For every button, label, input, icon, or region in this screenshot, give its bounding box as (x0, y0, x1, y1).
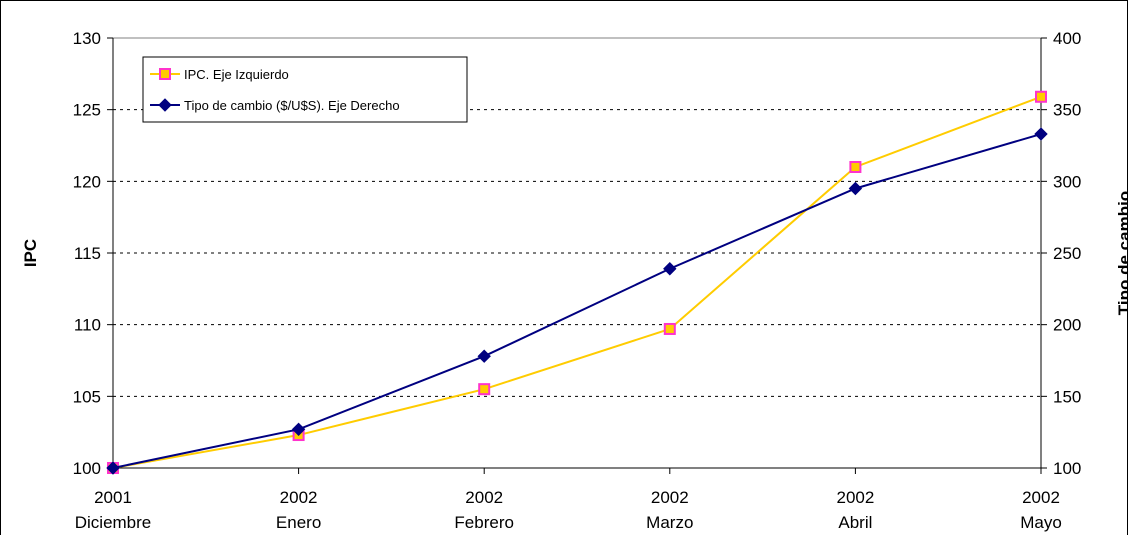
left-tick-label: 100 (73, 459, 101, 478)
right-tick-label: 250 (1053, 244, 1081, 263)
category-year-label: 2002 (651, 488, 689, 507)
series-line-2 (112, 133, 1042, 469)
category-month-label: Mayo (1020, 513, 1062, 532)
series-point-square (1035, 90, 1047, 103)
series-point-square (478, 383, 491, 396)
category-month-label: Diciembre (75, 513, 152, 532)
right-tick-label: 400 (1053, 29, 1081, 48)
category-month-label: Abril (838, 513, 872, 532)
left-tick-label: 130 (73, 29, 101, 48)
series-point-diamond (291, 422, 306, 437)
left-tick-label: 125 (73, 101, 101, 120)
series-point-square (849, 161, 862, 173)
category-month-label: Marzo (646, 513, 693, 532)
category-year-label: 2002 (280, 488, 318, 507)
series-point-diamond (663, 262, 677, 276)
left-axis-title: IPC (21, 239, 40, 267)
category-year-label: 2002 (465, 488, 503, 507)
legend-swatch-marker (159, 68, 171, 80)
series-point-diamond (106, 461, 120, 475)
category-year-label: 2002 (836, 488, 874, 507)
left-axis-ticks: 100 105 110 115 120 125 130 (73, 29, 113, 478)
legend-swatch-marker (158, 98, 172, 112)
series-point-diamond (1034, 127, 1048, 141)
category-labels: 2001 Diciembre 2002 Enero 2002 Febrero 2002 Mar… (75, 488, 1062, 532)
legend-box (142, 56, 468, 123)
legend: IPC. Eje Izquierdo Tipo de cambio ($/U$S)… (142, 56, 468, 123)
series-point-diamond (477, 349, 491, 363)
right-axis-ticks: 100 150 200 250 300 350 400 (1041, 29, 1081, 478)
category-month-label: Febrero (454, 513, 514, 532)
legend-label: IPC. Eje Izquierdo (184, 67, 289, 82)
series-line-1 (112, 95, 1042, 469)
left-tick-label: 115 (74, 244, 101, 263)
right-tick-label: 200 (1053, 316, 1081, 335)
category-month-label: Enero (276, 513, 321, 532)
right-tick-label: 100 (1053, 459, 1081, 478)
series-layer (106, 90, 1048, 475)
category-year-label: 2001 (94, 488, 132, 507)
left-tick-label: 110 (74, 316, 101, 335)
right-axis-title: Tipo de cambio (1115, 191, 1128, 315)
series-point-square (663, 322, 676, 335)
series-point-diamond (848, 181, 863, 196)
left-tick-label: 105 (73, 387, 101, 406)
category-year-label: 2002 (1022, 488, 1060, 507)
right-tick-label: 300 (1053, 172, 1081, 191)
right-tick-label: 350 (1053, 101, 1081, 120)
legend-label: Tipo de cambio ($/U$S). Eje Derecho (184, 98, 400, 113)
left-tick-label: 120 (73, 172, 101, 191)
right-tick-label: 150 (1053, 387, 1081, 406)
